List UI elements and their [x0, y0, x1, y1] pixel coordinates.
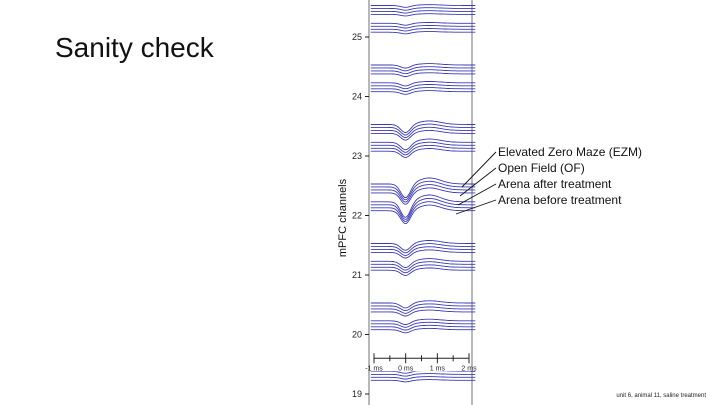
x-tick-label--1: -1 ms [365, 365, 383, 372]
trace-ch3-arena-after-treatment [370, 84, 476, 90]
trace-ch11-arena-after-treatment [370, 321, 476, 328]
x-tick-label-1: 1 ms [430, 365, 446, 372]
trace-ch0-arena-before-treatment [370, 4, 476, 8]
legend-label-2: Arena after treatment [498, 177, 612, 191]
trace-ch4-elevated-zero-maze-ezm [370, 129, 476, 141]
trace-ch7-open-field-of [370, 201, 476, 222]
legend-label-1: Open Field (OF) [498, 161, 585, 175]
trace-ch9-elevated-zero-maze-ezm [370, 267, 476, 276]
y-tick-label-22: 22 [352, 211, 362, 221]
trace-ch6-elevated-zero-maze-ezm [370, 187, 476, 205]
trace-ch6-open-field-of [370, 184, 476, 203]
legend-label-0: Elevated Zero Maze (EZM) [498, 145, 642, 159]
trace-ch10-open-field-of [370, 306, 476, 314]
trace-ch5-arena-after-treatment [370, 141, 476, 153]
trace-ch5-elevated-zero-maze-ezm [370, 148, 476, 158]
trace-ch8-arena-after-treatment [370, 243, 476, 254]
trace-ch7-arena-before-treatment [370, 194, 476, 218]
trace-ch9-open-field-of [370, 264, 476, 274]
trace-ch0-arena-after-treatment [370, 7, 476, 11]
y-ticks: 19 20 21 22 23 24 25 [352, 32, 369, 399]
y-tick-label-19: 19 [352, 389, 362, 399]
x-tick-label-2: 2 ms [461, 365, 477, 372]
waveform-traces [370, 4, 476, 383]
y-tick-label-21: 21 [352, 270, 362, 280]
trace-ch0-open-field-of [370, 10, 476, 14]
trace-ch4-arena-before-treatment [370, 120, 476, 133]
legend-leader-1 [459, 167, 497, 197]
trace-ch3-open-field-of [370, 87, 476, 92]
trace-ch7-elevated-zero-maze-ezm [370, 204, 476, 225]
y-axis-label: mPFC channels [337, 178, 349, 257]
legend-label-3: Arena before treatment [498, 193, 622, 207]
trace-ch1-arena-before-treatment [370, 22, 476, 26]
legend: Elevated Zero Maze (EZM) Open Field (OF) A… [455, 145, 642, 215]
trace-ch10-elevated-zero-maze-ezm [370, 309, 476, 317]
plot-frame [368, 0, 473, 405]
trace-ch11-arena-before-treatment [370, 318, 476, 325]
y-tick-label-23: 23 [352, 151, 362, 161]
legend-leader-2 [457, 183, 497, 206]
scale-bar-backdrop [370, 349, 471, 372]
trace-ch11-elevated-zero-maze-ezm [370, 327, 476, 334]
trace-ch12-open-field-of [370, 376, 476, 380]
trace-ch9-arena-before-treatment [370, 258, 476, 268]
trace-ch8-arena-before-treatment [370, 240, 476, 251]
trace-ch9-arena-after-treatment [370, 261, 476, 271]
trace-ch10-arena-before-treatment [370, 300, 476, 309]
legend-leader-0 [461, 151, 497, 188]
trace-ch8-elevated-zero-maze-ezm [370, 249, 476, 259]
trace-ch4-open-field-of [370, 126, 476, 138]
trace-ch3-arena-before-treatment [370, 81, 476, 87]
trace-ch0-elevated-zero-maze-ezm [370, 13, 476, 17]
trace-ch5-open-field-of [370, 144, 476, 156]
trace-ch6-arena-after-treatment [370, 180, 476, 201]
y-tick-label-25: 25 [352, 32, 362, 42]
trace-ch2-arena-after-treatment [370, 66, 476, 72]
trace-ch12-elevated-zero-maze-ezm [370, 379, 476, 383]
trace-ch2-open-field-of [370, 69, 476, 75]
x-tick-label-0: 0 ms [398, 365, 414, 372]
trace-ch11-open-field-of [370, 324, 476, 331]
footnote: unit 6, animal 11, saline treatment [616, 393, 706, 399]
legend-leader-3 [455, 199, 497, 215]
trace-ch5-arena-before-treatment [370, 138, 476, 151]
y-tick-label-20: 20 [352, 330, 362, 340]
trace-ch6-arena-before-treatment [370, 177, 476, 198]
trace-ch2-arena-before-treatment [370, 63, 476, 69]
slide-title: Sanity check [55, 32, 214, 63]
trace-ch8-open-field-of [370, 246, 476, 256]
trace-ch1-open-field-of [370, 28, 476, 32]
trace-ch10-arena-after-treatment [370, 303, 476, 312]
trace-ch2-elevated-zero-maze-ezm [370, 72, 476, 77]
trace-ch3-elevated-zero-maze-ezm [370, 90, 476, 95]
trace-ch1-arena-after-treatment [370, 25, 476, 29]
trace-ch1-elevated-zero-maze-ezm [370, 31, 476, 35]
time-scale-bar: -1 ms 0 ms 1 ms 2 ms [365, 349, 477, 372]
y-tick-label-24: 24 [352, 92, 362, 102]
trace-ch12-arena-after-treatment [370, 373, 476, 377]
trace-ch4-arena-after-treatment [370, 123, 476, 136]
